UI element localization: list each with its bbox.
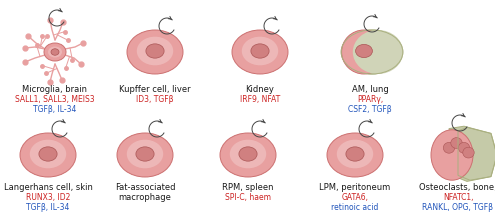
Ellipse shape (431, 130, 473, 180)
Ellipse shape (232, 30, 288, 74)
Ellipse shape (355, 44, 372, 58)
Text: RPM, spleen: RPM, spleen (222, 183, 274, 192)
Text: CSF2, TGFβ: CSF2, TGFβ (348, 105, 392, 114)
Text: LPM, peritoneum: LPM, peritoneum (319, 183, 391, 192)
Ellipse shape (30, 140, 66, 168)
Ellipse shape (251, 44, 269, 58)
Ellipse shape (44, 43, 66, 61)
Polygon shape (449, 126, 495, 181)
Text: Osteoclasts, bone,: Osteoclasts, bone, (419, 183, 495, 192)
Text: RANKL, OPG, TGFβ: RANKL, OPG, TGFβ (423, 203, 494, 212)
Ellipse shape (137, 37, 173, 65)
Ellipse shape (230, 140, 266, 168)
Ellipse shape (337, 140, 373, 168)
Ellipse shape (342, 30, 387, 74)
Text: retinoic acid: retinoic acid (331, 203, 379, 212)
Text: PPARγ,: PPARγ, (357, 95, 383, 104)
Ellipse shape (127, 140, 163, 168)
Ellipse shape (444, 142, 455, 153)
Text: Kupffer cell, liver: Kupffer cell, liver (119, 85, 191, 94)
Ellipse shape (39, 147, 57, 161)
Ellipse shape (242, 37, 278, 65)
Text: AM, lung: AM, lung (351, 85, 389, 94)
Text: NFATC1,: NFATC1, (443, 193, 473, 202)
Text: SALL1, SALL3, MEIS3: SALL1, SALL3, MEIS3 (15, 95, 95, 104)
Ellipse shape (458, 142, 470, 153)
Ellipse shape (48, 47, 62, 58)
Ellipse shape (136, 147, 154, 161)
Text: ID3, TGFβ: ID3, TGFβ (136, 95, 174, 104)
Ellipse shape (20, 133, 76, 177)
Text: Kidney: Kidney (246, 85, 274, 94)
Ellipse shape (239, 147, 257, 161)
Ellipse shape (327, 133, 383, 177)
Ellipse shape (127, 30, 183, 74)
Ellipse shape (353, 30, 403, 74)
Text: TGFβ, IL-34: TGFβ, IL-34 (26, 203, 70, 212)
Text: Fat-associated: Fat-associated (115, 183, 175, 192)
Ellipse shape (117, 133, 173, 177)
Text: macrophage: macrophage (119, 193, 171, 202)
Text: Microglia, brain: Microglia, brain (22, 85, 88, 94)
Ellipse shape (220, 133, 276, 177)
Text: Langerhans cell, skin: Langerhans cell, skin (3, 183, 93, 192)
Ellipse shape (146, 44, 164, 58)
Ellipse shape (341, 30, 403, 74)
Ellipse shape (463, 147, 474, 158)
Text: SPI-C, haem: SPI-C, haem (225, 193, 271, 202)
Ellipse shape (346, 147, 364, 161)
Ellipse shape (51, 49, 59, 55)
Text: GATA6,: GATA6, (342, 193, 368, 202)
Text: RUNX3, ID2: RUNX3, ID2 (26, 193, 70, 202)
Ellipse shape (451, 138, 462, 148)
Text: TGFβ, IL-34: TGFβ, IL-34 (33, 105, 77, 114)
Text: IRF9, NFAT: IRF9, NFAT (240, 95, 280, 104)
